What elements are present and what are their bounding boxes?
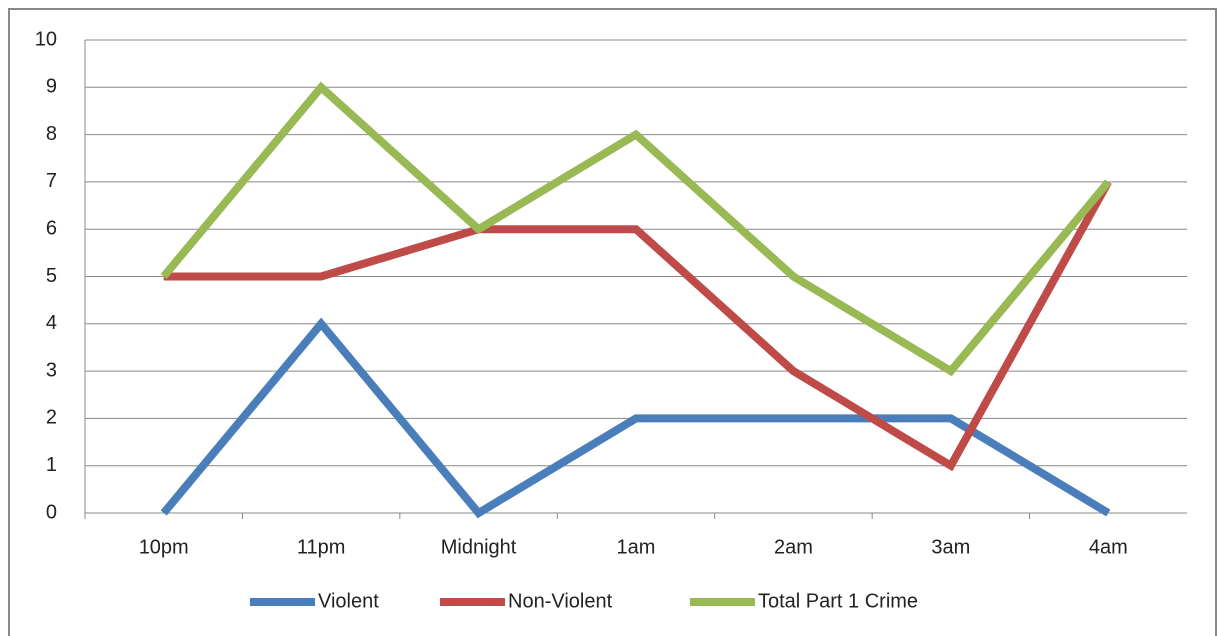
y-tick-label: 8 <box>46 123 57 145</box>
chart-border <box>8 8 1217 636</box>
legend-label: Violent <box>318 590 379 612</box>
series-line <box>160 317 1111 519</box>
x-tick-label: 1am <box>617 536 656 558</box>
y-tick-label: 2 <box>46 407 57 429</box>
y-tick-label: 9 <box>46 76 57 98</box>
x-tick-label: 4am <box>1089 536 1128 558</box>
series-line <box>163 179 1112 472</box>
y-tick-label: 4 <box>46 312 57 334</box>
x-tick-label: 3am <box>931 536 970 558</box>
legend-label: Total Part 1 Crime <box>758 590 918 612</box>
y-tick-label: 3 <box>46 359 57 381</box>
y-tick-label: 5 <box>46 265 57 287</box>
y-tick-label: 6 <box>46 217 57 239</box>
y-tick-label: 0 <box>46 501 57 523</box>
y-tick-label: 1 <box>46 454 57 476</box>
y-tick-label: 7 <box>46 170 57 192</box>
x-tick-label: 2am <box>774 536 813 558</box>
x-tick-label: Midnight <box>441 536 517 558</box>
y-tick-label: 10 <box>35 28 57 50</box>
legend-label: Non-Violent <box>508 590 613 612</box>
x-tick-label: 10pm <box>139 536 189 558</box>
series-line <box>160 81 1112 377</box>
x-tick-label: 11pm <box>297 536 346 558</box>
